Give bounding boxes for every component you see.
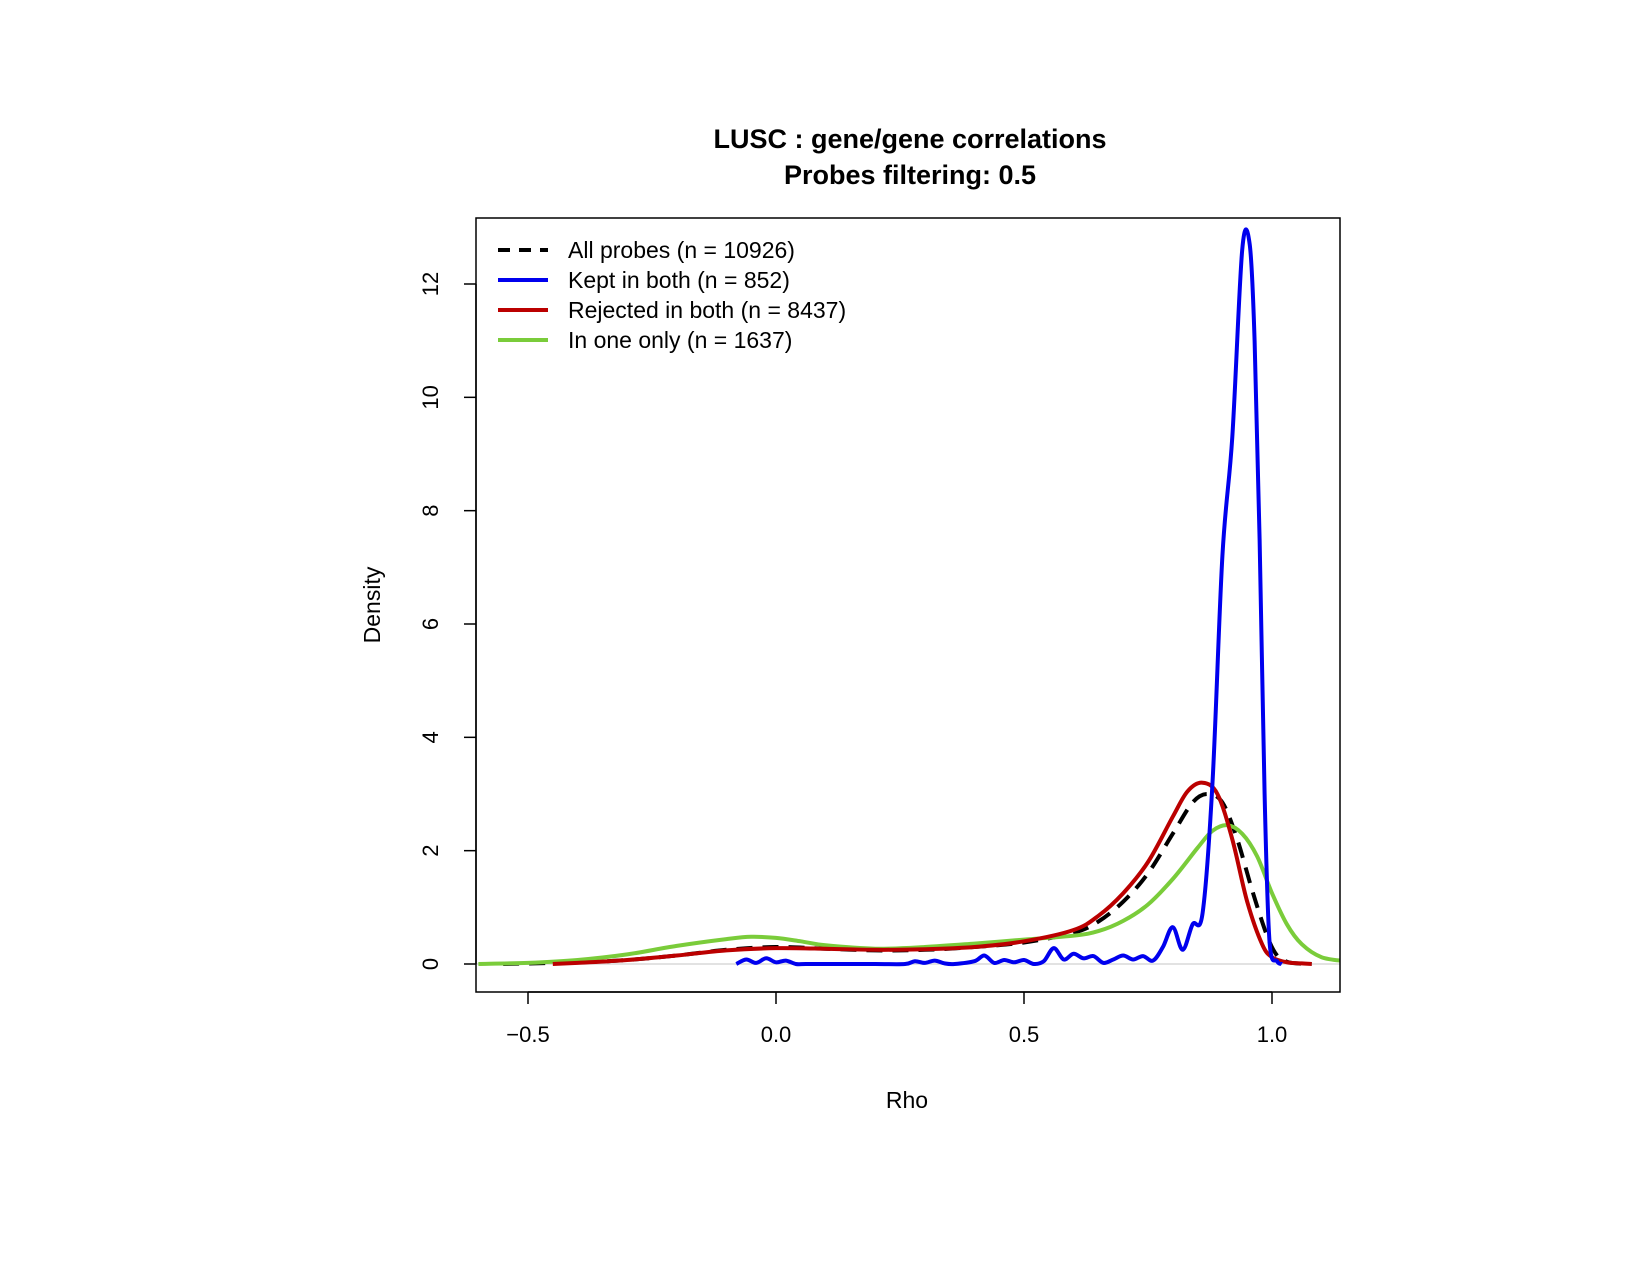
y-tick-label: 4 — [418, 731, 443, 743]
y-tick-label: 2 — [418, 845, 443, 857]
series-line-0 — [503, 792, 1312, 966]
x-tick-label: 0.5 — [1009, 1022, 1040, 1047]
x-axis-label: Rho — [886, 1087, 928, 1113]
y-tick-label: 10 — [418, 385, 443, 409]
y-tick-label: 8 — [418, 505, 443, 517]
chart-title: LUSC : gene/gene correlations — [713, 124, 1106, 154]
series-line-3 — [478, 823, 1340, 966]
legend: All probes (n = 10926) Kept in both (n = … — [498, 237, 846, 353]
y-tick-label: 6 — [418, 618, 443, 630]
legend-label: In one only (n = 1637) — [568, 327, 792, 353]
x-tick-label: −0.5 — [506, 1022, 549, 1047]
chart-subtitle: Probes filtering: 0.5 — [784, 160, 1036, 190]
legend-label: Kept in both (n = 852) — [568, 267, 790, 293]
y-axis: 0 2 4 6 8 10 12 — [418, 272, 477, 970]
x-tick-label: 0.0 — [761, 1022, 792, 1047]
y-axis-label: Density — [359, 566, 385, 643]
y-tick-label: 0 — [418, 958, 443, 970]
legend-label: All probes (n = 10926) — [568, 237, 795, 263]
x-axis: −0.5 0.0 0.5 1.0 — [506, 991, 1288, 1047]
legend-label: Rejected in both (n = 8437) — [568, 297, 846, 323]
y-tick-label: 12 — [418, 272, 443, 296]
series-line-2 — [552, 780, 1312, 966]
series-line-1 — [735, 227, 1283, 967]
x-tick-label: 1.0 — [1257, 1022, 1288, 1047]
series-layer — [478, 227, 1340, 967]
